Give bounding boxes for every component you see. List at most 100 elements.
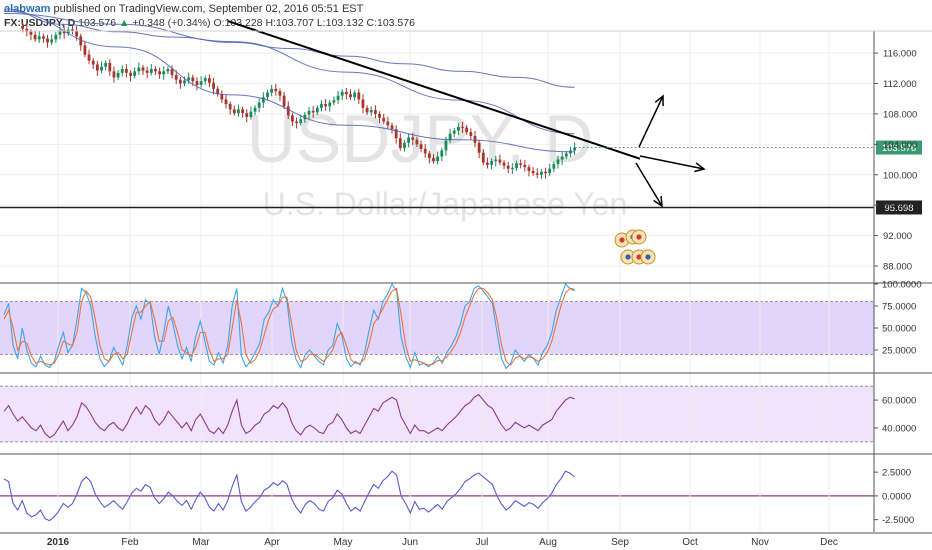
up-arrow-icon: ▲ <box>119 17 130 29</box>
candle <box>486 162 489 165</box>
candle <box>112 71 116 78</box>
candle <box>195 81 199 86</box>
candle <box>54 34 58 40</box>
momentum-tick-label: -2.5000 <box>882 515 914 526</box>
candle <box>324 104 327 107</box>
x-tick-label: Nov <box>751 537 769 548</box>
chart-header: alabwam published on TradingView.com, Se… <box>0 0 932 30</box>
candle <box>154 69 157 72</box>
price-tick-label: 108.000 <box>883 109 917 120</box>
last-price: 103.576 <box>78 17 117 29</box>
x-tick-label: Jul <box>476 537 489 548</box>
candle <box>560 156 564 160</box>
candle <box>502 162 506 166</box>
candle <box>158 71 161 75</box>
price-tick-label: 100.000 <box>883 170 917 181</box>
event-flag-dot <box>645 254 651 260</box>
candle <box>62 30 66 34</box>
candle <box>270 88 274 93</box>
arrow-right[interactable] <box>639 155 705 170</box>
candle <box>419 144 423 149</box>
candle <box>100 66 103 71</box>
candle <box>245 113 249 117</box>
close-value: C:103.576 <box>366 17 415 29</box>
candle <box>369 110 373 113</box>
candle <box>232 109 236 114</box>
stoch-band <box>0 301 874 355</box>
low-value: L:103.132 <box>316 17 364 29</box>
support-price-label: 95.698 <box>884 203 913 214</box>
arrow-down[interactable] <box>635 162 663 207</box>
candle <box>228 104 232 110</box>
momentum-tick-label: 0.0000 <box>882 491 911 502</box>
candle <box>303 114 307 120</box>
candle <box>108 62 112 72</box>
open-value: O:103.228 <box>213 17 263 29</box>
event-flag-dot <box>625 254 631 260</box>
watermark-symbol: USDJPY, D <box>247 101 593 177</box>
candle <box>378 113 381 118</box>
rsi-line <box>3 393 575 439</box>
candle <box>344 91 348 95</box>
x-tick-label: Dec <box>820 537 838 548</box>
candle <box>299 119 303 124</box>
candle <box>87 54 91 61</box>
candle <box>349 94 352 98</box>
trendline[interactable] <box>227 20 641 160</box>
candle <box>58 30 62 35</box>
candle <box>21 25 25 29</box>
candle <box>332 100 336 103</box>
candle <box>216 88 220 95</box>
stoch-tick-label: 25.0000 <box>882 346 916 357</box>
rsi-band <box>0 386 874 442</box>
x-tick-label: May <box>334 537 353 548</box>
candle <box>307 110 311 115</box>
x-tick-label: Apr <box>264 537 280 548</box>
price-tick-label: 92.000 <box>883 231 912 242</box>
candle <box>241 109 244 114</box>
candle <box>116 72 120 78</box>
candle <box>361 99 365 108</box>
moving-average-3 <box>3 8 575 88</box>
candle <box>253 107 257 112</box>
candle <box>394 129 398 139</box>
candle <box>490 161 493 165</box>
stoch-tick-label: 50.0000 <box>882 324 916 335</box>
candle <box>556 159 560 165</box>
arrow-down-head <box>653 195 663 208</box>
candle <box>237 109 240 114</box>
candle <box>461 126 464 128</box>
candle <box>191 77 195 82</box>
candle <box>183 80 186 84</box>
publish-info: published on TradingView.com, September … <box>53 3 364 15</box>
price-tick-label: 112.000 <box>883 79 917 90</box>
candle <box>125 69 128 73</box>
candle <box>75 31 78 37</box>
arrow-right-head <box>694 162 706 173</box>
candle <box>506 165 510 169</box>
candle <box>523 164 527 168</box>
moving-average-2 <box>3 13 575 135</box>
candle <box>423 148 427 154</box>
candle <box>274 88 278 92</box>
candle <box>120 69 124 73</box>
candle <box>494 159 498 162</box>
candle <box>166 69 170 72</box>
candle <box>374 110 377 114</box>
candle <box>357 92 361 100</box>
candle <box>465 127 469 133</box>
rsi-tick-label: 40.0000 <box>882 423 916 434</box>
candle <box>257 102 261 108</box>
candle <box>411 137 415 140</box>
candle <box>477 142 481 153</box>
last-price-label: 103.576 <box>882 143 916 154</box>
watermark-name: U.S. Dollar/Japanese Yen <box>263 186 628 222</box>
arrow-up[interactable] <box>638 95 664 148</box>
candle <box>473 135 477 143</box>
stoch-d-line <box>3 287 575 366</box>
candle <box>535 173 539 175</box>
candle <box>432 158 435 162</box>
candle <box>149 69 153 73</box>
candle <box>390 125 394 130</box>
